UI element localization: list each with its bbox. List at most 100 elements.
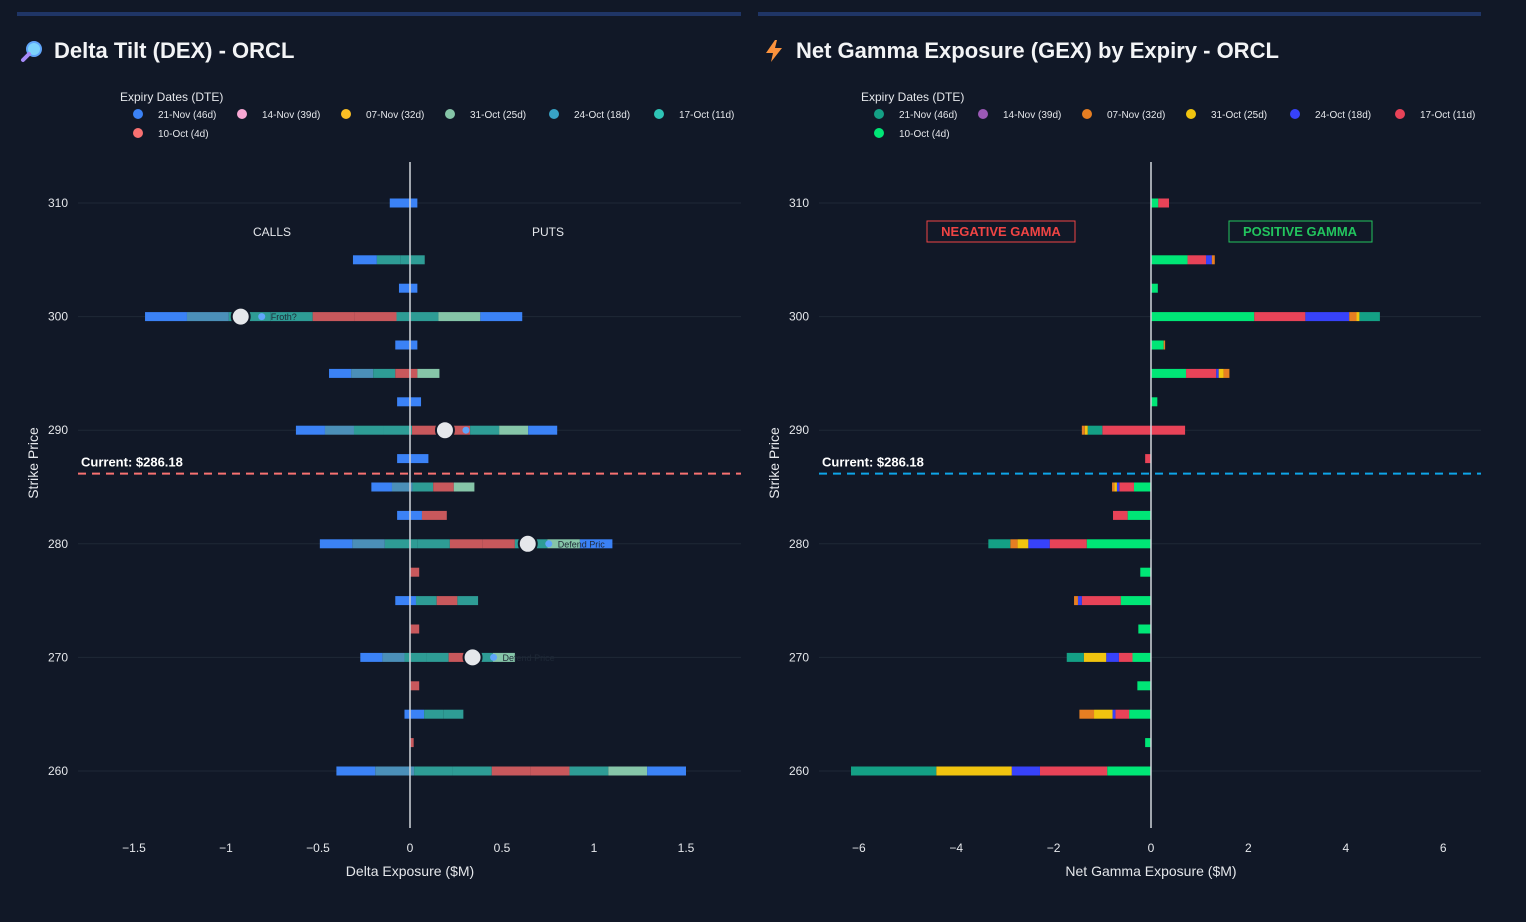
- dex-bar-segment: [417, 368, 440, 378]
- gex-x-axis-label: Net Gamma Exposure ($M): [1065, 863, 1236, 879]
- dex-bar-segment: [528, 425, 558, 435]
- dex-y-tick-label: 300: [48, 310, 68, 324]
- dex-bar-segment: [492, 652, 515, 662]
- gex-negative-gamma-label: NEGATIVE GAMMA: [941, 224, 1061, 239]
- gex-bar-segment: [1066, 652, 1084, 662]
- dex-bar-segment: [382, 652, 405, 662]
- gex-bar-segment: [1081, 425, 1085, 435]
- gex-bar-segment: [1119, 482, 1134, 492]
- dex-y-tick-label: 310: [48, 196, 68, 210]
- dex-x-tick-label: −0.5: [306, 841, 330, 855]
- gex-bar-segment: [1039, 766, 1108, 776]
- gex-y-tick-label: 260: [789, 764, 809, 778]
- gex-bar-segment: [851, 766, 937, 776]
- dex-bar-segment: [457, 596, 479, 606]
- dex-bar-segment: [608, 766, 648, 776]
- dex-legend-label: 07-Nov (32d): [366, 110, 424, 121]
- dex-x-tick-label: 0: [407, 841, 414, 855]
- gex-bar-segment: [936, 766, 1012, 776]
- dex-x-tick-label: 0.5: [494, 841, 511, 855]
- dex-bar-segment: [647, 766, 686, 776]
- gex-positive-gamma-box: [1228, 220, 1373, 243]
- gex-bar-segment: [1163, 340, 1166, 350]
- gex-x-tick-label: −2: [1047, 841, 1061, 855]
- gex-bar-segment: [1223, 368, 1230, 378]
- dex-bar-segment: [424, 709, 444, 719]
- gex-bar-segment: [1151, 283, 1158, 293]
- dex-legend-swatch: [133, 128, 143, 138]
- dex-bar-segment: [410, 624, 420, 634]
- gex-bar-segment: [1107, 766, 1151, 776]
- dex-bar-segment: [295, 425, 325, 435]
- dex-bar-segment: [383, 425, 413, 435]
- gex-bar-segment: [1359, 312, 1380, 322]
- dex-bar-segment: [443, 709, 464, 719]
- dex-x-tick-label: 1.5: [678, 841, 695, 855]
- dex-bar-segment: [352, 539, 385, 549]
- gex-legend-label: 31-Oct (25d): [1211, 110, 1267, 121]
- dex-marker: [517, 533, 538, 554]
- dex-bar-segment: [480, 312, 523, 322]
- gex-bar-segment: [1112, 709, 1116, 719]
- gex-legend-label: 07-Nov (32d): [1107, 110, 1165, 121]
- gex-bar-segment: [1151, 312, 1255, 322]
- gex-bar-segment: [1349, 312, 1357, 322]
- gex-bar-segment: [1151, 425, 1186, 435]
- gex-bar-segment: [1116, 482, 1120, 492]
- gex-legend-swatch: [1186, 109, 1196, 119]
- dex-marker-emoji-icon: [462, 426, 470, 434]
- gex-bar-segment: [1356, 312, 1360, 322]
- dex-bar-segment: [391, 482, 413, 492]
- gex-x-tick-label: 2: [1245, 841, 1252, 855]
- gex-bar-segment: [1120, 596, 1151, 606]
- dex-bar-segment: [410, 681, 420, 691]
- gex-bar-segment: [1017, 539, 1029, 549]
- gex-bar-segment: [1011, 766, 1040, 776]
- dex-calls-label: CALLS: [253, 225, 291, 239]
- dex-bar-segment: [398, 283, 418, 293]
- gex-bar-segment: [1137, 681, 1151, 691]
- dex-bar-segment: [312, 312, 355, 322]
- gex-bar-segment: [1084, 425, 1088, 435]
- dex-marker-emoji-icon: [490, 653, 498, 661]
- dex-puts-label: PUTS: [532, 225, 564, 239]
- gex-x-tick-label: 6: [1440, 841, 1447, 855]
- left-panel-top-bar: [17, 12, 741, 16]
- dex-legend-swatch: [133, 109, 143, 119]
- dex-legend-label: 17-Oct (11d): [679, 110, 734, 121]
- dex-bar-segment: [412, 425, 442, 435]
- dex-panel-title: Delta Tilt (DEX) - ORCL: [20, 38, 294, 64]
- gex-legend-label: 24-Oct (18d): [1315, 110, 1371, 121]
- gex-bar-segment: [1077, 596, 1082, 606]
- dex-bar-segment: [491, 766, 531, 776]
- dex-legend-label: 31-Oct (25d): [470, 110, 526, 121]
- gex-bar-segment: [1158, 198, 1170, 208]
- gex-legend-swatch: [874, 128, 884, 138]
- dex-bar-segment: [547, 539, 580, 549]
- dex-marker-emoji-icon: [258, 313, 266, 321]
- dex-bar-segment: [389, 198, 418, 208]
- dex-legend-swatch: [237, 109, 247, 119]
- gex-bar-segment: [1206, 255, 1212, 265]
- gex-bar-segment: [1081, 596, 1121, 606]
- dex-bar-segment: [453, 482, 475, 492]
- dex-bar-segment: [360, 652, 383, 662]
- gex-y-tick-label: 280: [789, 537, 809, 551]
- dex-marker-label: Defend Pric: [558, 539, 606, 549]
- gex-legend-label: 14-Nov (39d): [1003, 110, 1061, 121]
- dex-legend-swatch: [445, 109, 455, 119]
- dex-y-tick-label: 260: [48, 764, 68, 778]
- dex-legend-swatch: [654, 109, 664, 119]
- gex-x-tick-label: −4: [949, 841, 963, 855]
- dex-bar-segment: [395, 596, 416, 606]
- dex-title-text: Delta Tilt (DEX) - ORCL: [54, 38, 295, 63]
- gex-legend-swatch: [978, 109, 988, 119]
- gex-bar-segment: [1305, 312, 1350, 322]
- dex-bar-segment: [412, 482, 434, 492]
- gex-bar-segment: [1145, 454, 1151, 464]
- dex-bar-segment: [373, 368, 396, 378]
- dex-bar-segment: [400, 255, 425, 265]
- dex-bar-segment: [329, 368, 352, 378]
- gex-bar-segment: [1151, 198, 1159, 208]
- dex-bar-segment: [371, 482, 392, 492]
